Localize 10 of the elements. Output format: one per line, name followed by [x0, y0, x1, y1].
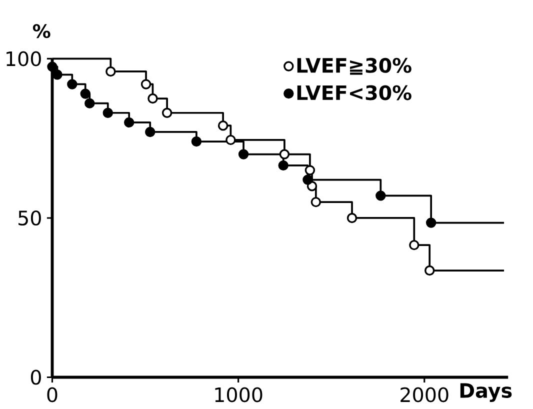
y-tick-label: 0	[30, 370, 41, 385]
x-tick-label: 2000	[400, 387, 448, 402]
x-tick-label: 0	[47, 387, 58, 402]
y-tick-label: 50	[18, 210, 41, 226]
y-axis-title: %	[32, 24, 50, 38]
x-axis-title: Days	[460, 383, 512, 402]
y-tick-label: 100	[6, 51, 41, 66]
legend-label: LVEF<30%	[297, 85, 412, 100]
legend-label: LVEF≧30%	[297, 58, 412, 75]
x-tick-label: 1000	[215, 387, 262, 402]
